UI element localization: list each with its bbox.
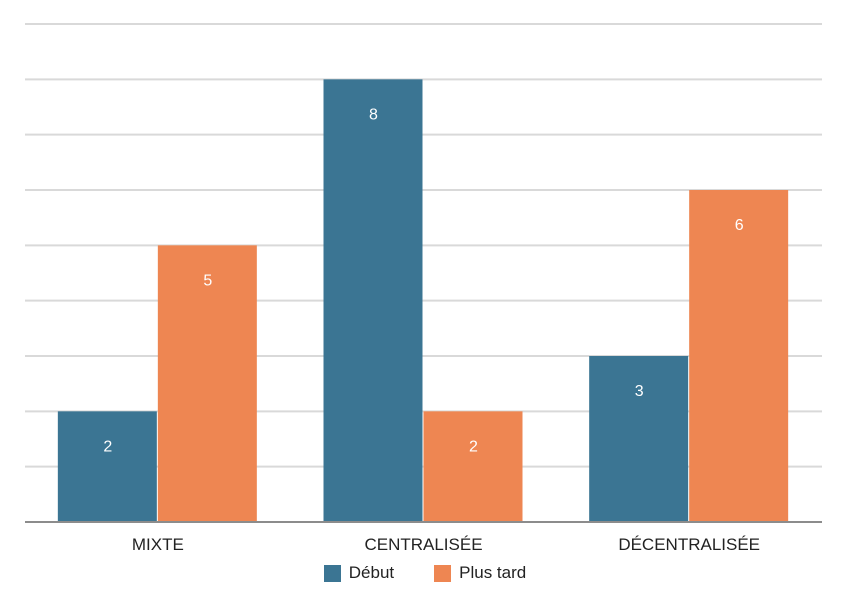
x-axis: MIXTE CENTRALISÉE DÉCENTRALISÉE: [25, 521, 822, 554]
data-labels: 2 8 3 5 2 6: [103, 106, 743, 455]
legend-swatch-debut: [323, 564, 341, 582]
legend-item-plus-tard: Plus tard: [434, 563, 526, 583]
data-label: 2: [103, 438, 112, 455]
data-label: 2: [469, 438, 478, 455]
bar-chart: 2 8 3 5 2 6 MIXTE CENTRALISÉE DÉCENTRALISÉE: [25, 23, 822, 554]
legend: Début Plus tard: [0, 563, 850, 583]
bar-plus-tard-1: [157, 245, 257, 523]
legend-swatch-plus-tard: [434, 564, 452, 582]
bar-plus-tard-3: [689, 190, 789, 522]
legend-label-plus-tard: Plus tard: [459, 563, 527, 582]
data-label: 5: [203, 272, 212, 289]
data-label: 8: [369, 106, 378, 123]
bar-plus-tard-2: [423, 411, 523, 522]
data-label: 3: [635, 383, 644, 400]
legend-item-debut: Début: [323, 563, 395, 583]
x-tick-label: MIXTE: [132, 535, 184, 554]
x-tick-label: CENTRALISÉE: [364, 535, 482, 554]
bars: [57, 79, 789, 523]
data-label: 6: [735, 217, 744, 234]
bar-d-but-1: [57, 411, 157, 522]
legend-label-debut: Début: [348, 563, 395, 582]
bar-d-but-2: [323, 79, 423, 522]
x-tick-label: DÉCENTRALISÉE: [618, 535, 760, 554]
bar-d-but-3: [589, 356, 689, 522]
